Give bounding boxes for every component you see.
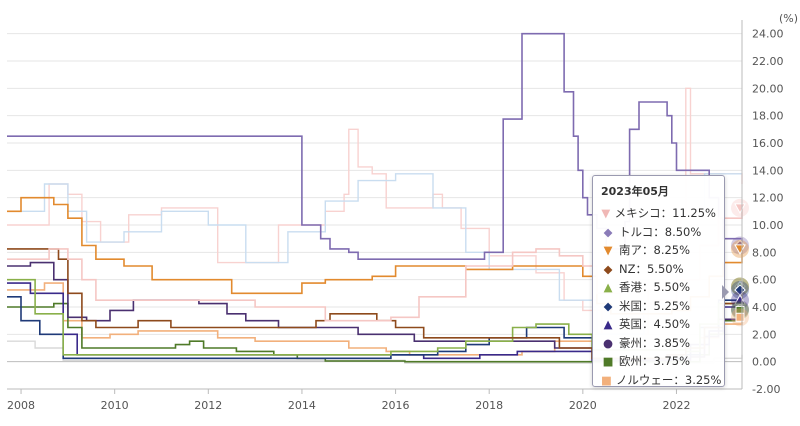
x-tick-label: 2016: [382, 399, 410, 412]
data-tooltip: 2023年05月 ▼ メキシコ：11.25% ◆ トルコ：8.50% ▼ 南ア：8.25%…: [592, 175, 725, 387]
y-unit-label: (%): [779, 12, 798, 25]
series-line-トルコ: [7, 32, 743, 260]
tooltip-row: ◆ NZ：5.50%: [601, 260, 716, 279]
y-tick-label: 12.00: [752, 192, 784, 205]
tooltip-row: ▼ 南ア：8.25%: [601, 241, 716, 260]
legend-marker-icon: ■: [602, 354, 614, 369]
legend-marker-icon: ■: [601, 372, 612, 387]
y-tick-label: 0.00: [752, 356, 777, 369]
tooltip-pointer: [722, 285, 729, 299]
y-tick-label: 20.00: [752, 82, 784, 95]
legend-marker-icon: ▼: [603, 243, 613, 258]
y-tick-label: 4.00: [752, 301, 777, 314]
x-tick-label: 2018: [475, 399, 503, 412]
legend-marker-icon: ●: [602, 335, 614, 350]
y-tick-label: 22.00: [752, 55, 784, 68]
legend-marker-icon: ◆: [603, 224, 613, 239]
axes: 24.00 22.00 20.00 18.00 16.00 14.00 12.00 10.00…: [7, 20, 784, 412]
tooltip-row: ▲ 英国：4.50%: [601, 315, 716, 334]
tooltip-row: ▲ 香港：5.50%: [601, 278, 716, 297]
y-tick-label: 24.00: [752, 28, 784, 41]
y-tick-label: 10.00: [752, 219, 784, 232]
y-tick-label: -2.00: [752, 383, 780, 396]
x-tick-label: 2014: [288, 399, 316, 412]
tooltip-row-label: NZ：5.50%: [619, 261, 684, 276]
tooltip-row-label: 南ア：8.25%: [619, 243, 691, 258]
tooltip-row: ▼ メキシコ：11.25%: [601, 204, 716, 223]
y-tick-label: 14.00: [752, 164, 784, 177]
x-tick-label: 2010: [101, 399, 129, 412]
tooltip-row-label: 豪州：3.85%: [619, 335, 691, 350]
legend-marker-icon: ▲: [603, 280, 613, 295]
legend-marker-icon: ▼: [601, 206, 611, 221]
end-markers: [731, 198, 749, 327]
y-tick-label: 6.00: [752, 274, 777, 287]
tooltip-row-label: 香港：5.50%: [619, 280, 691, 295]
legend-marker-icon: ◆: [603, 261, 613, 276]
x-tick-label: 2020: [569, 399, 597, 412]
tooltip-title: 2023年05月: [601, 185, 669, 198]
y-tick-label: 2.00: [752, 328, 777, 341]
legend-marker-icon: ▲: [603, 317, 613, 332]
x-tick-label: 2022: [662, 399, 690, 412]
x-tick-label: 2008: [7, 399, 35, 412]
tooltip-row: ◆ トルコ：8.50%: [601, 223, 716, 242]
tooltip-row: ■ ノルウェー：3.25%: [601, 371, 721, 390]
tooltip-row: ◆ 米国：5.25%: [601, 297, 716, 316]
tooltip-row-label: トルコ：8.50%: [619, 224, 702, 239]
tooltip-rows: ▼ メキシコ：11.25% ◆ トルコ：8.50% ▼ 南ア：8.25% ◆ NZ：5.50%…: [601, 204, 721, 390]
tooltip-row-label: ノルウェー：3.25%: [615, 372, 722, 387]
tooltip-row-label: 英国：4.50%: [619, 317, 691, 332]
y-tick-label: 16.00: [752, 137, 784, 150]
tooltip-row-label: 米国：5.25%: [619, 298, 691, 313]
x-tick-label: 2012: [194, 399, 222, 412]
legend-marker-icon: ◆: [603, 298, 613, 313]
tooltip-row-label: メキシコ：11.25%: [614, 206, 716, 221]
y-tick-label: 8.00: [752, 246, 777, 259]
end-marker-ノルウェー: [735, 312, 745, 322]
tooltip-row-label: 欧州：3.75%: [619, 354, 691, 369]
tooltip-row: ■ 欧州：3.75%: [601, 352, 716, 371]
tooltip-row: ● 豪州：3.85%: [601, 334, 716, 353]
y-tick-label: 18.00: [752, 110, 784, 123]
